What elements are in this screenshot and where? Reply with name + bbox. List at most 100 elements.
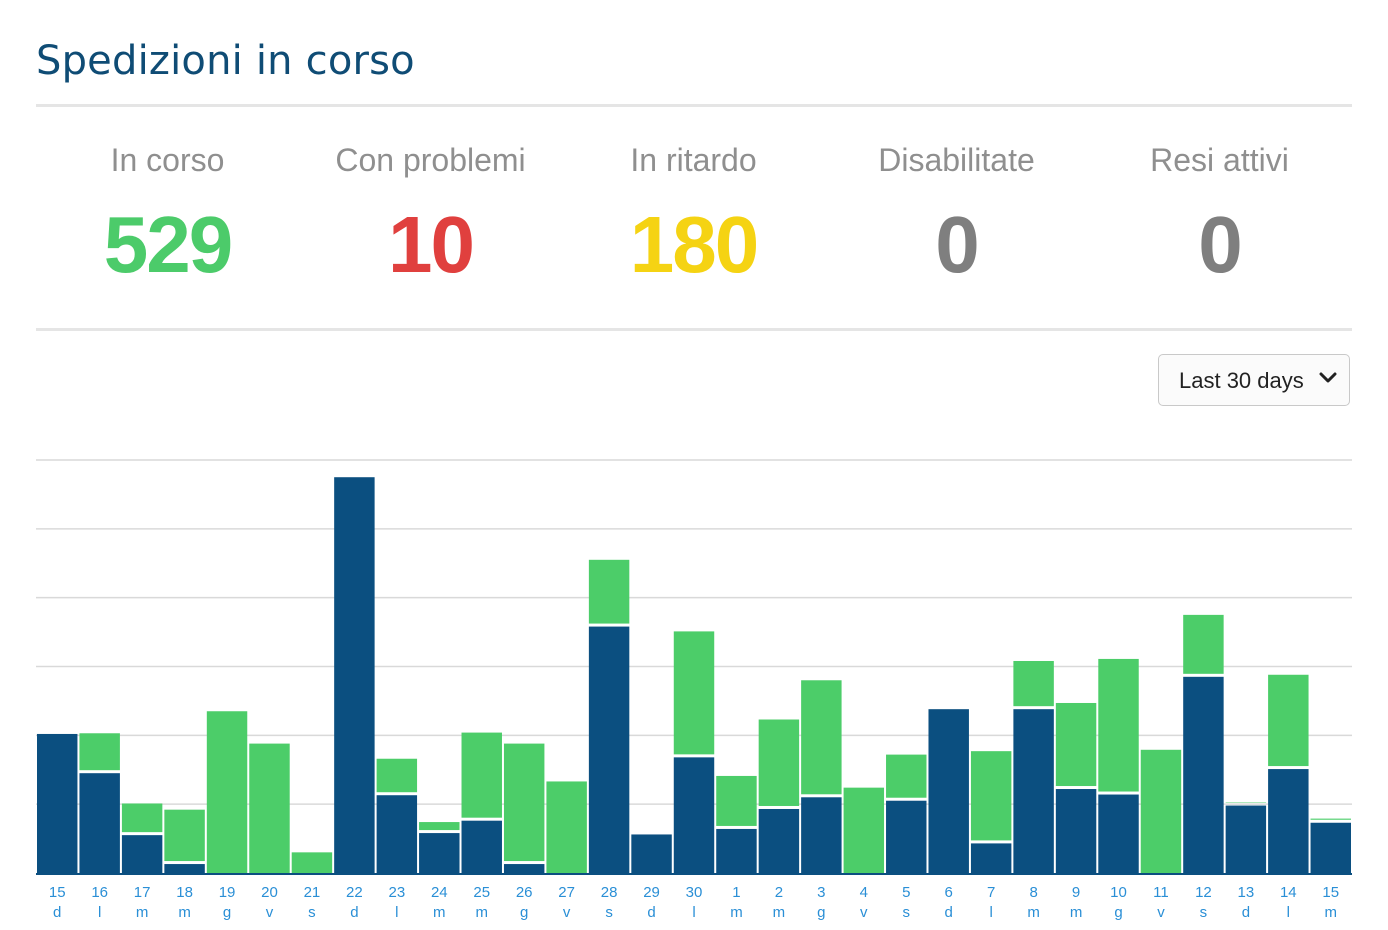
x-tick-weekday: m <box>1325 904 1338 921</box>
x-tick-weekday: l <box>692 904 695 921</box>
bar-segment-series-2 <box>121 803 163 833</box>
stats-row: In corso 529 Con problemi 10 In ritardo … <box>36 140 1352 300</box>
bar-segment-series-1 <box>631 834 672 873</box>
bar-segment-series-2 <box>79 733 120 771</box>
top-divider <box>36 104 1352 107</box>
date-range-selected: Last 30 days <box>1179 368 1304 393</box>
bar-segment-series-1 <box>121 835 163 873</box>
x-tick-weekday: l <box>98 904 101 921</box>
x-tick-weekday: m <box>136 904 149 921</box>
x-tick-weekday: d <box>647 904 655 921</box>
x-tick-date: 15 <box>1322 884 1339 901</box>
x-tick-date: 21 <box>304 884 321 901</box>
x-tick-weekday: l <box>989 904 992 921</box>
x-tick-weekday: m <box>178 904 191 921</box>
bar-segment-series-2 <box>206 711 248 873</box>
x-tick-date: 19 <box>219 884 236 901</box>
x-tick-weekday: s <box>308 904 316 921</box>
x-tick-weekday: v <box>1157 904 1165 921</box>
stat-label: In corso <box>110 142 225 178</box>
bar-segment-series-2 <box>461 732 502 818</box>
bar-segment-series-2 <box>801 680 842 795</box>
bar-segment-series-2 <box>249 743 290 873</box>
stat-in-corso: In corso 529 <box>36 140 299 290</box>
x-tick-weekday: m <box>433 904 446 921</box>
bar-segment-series-2 <box>886 754 927 798</box>
date-range-select[interactable]: Last 30 days <box>1158 354 1350 406</box>
bar-segment-series-1 <box>503 864 545 873</box>
bar-segment-series-1 <box>970 843 1012 873</box>
x-tick-date: 1 <box>732 884 740 901</box>
bar-segment-series-1 <box>758 808 800 873</box>
x-tick-weekday: s <box>1200 904 1208 921</box>
bar-segment-series-2 <box>673 631 715 755</box>
bar-segment-series-2 <box>419 822 460 831</box>
bar-segment-series-2 <box>1055 702 1097 787</box>
stat-in-ritardo: In ritardo 180 <box>562 140 825 290</box>
bar-segment-series-1 <box>1268 769 1309 873</box>
x-tick-date: 8 <box>1029 884 1037 901</box>
x-tick-date: 28 <box>601 884 618 901</box>
bar-segment-series-2 <box>758 719 800 806</box>
stat-label: Disabilitate <box>878 142 1035 178</box>
x-tick-weekday: m <box>1070 904 1083 921</box>
x-tick-date: 6 <box>945 884 953 901</box>
stat-disabilitate: Disabilitate 0 <box>825 140 1088 290</box>
x-tick-weekday: d <box>350 904 358 921</box>
stat-value: 0 <box>935 200 980 289</box>
x-tick-date: 14 <box>1280 884 1297 901</box>
shipments-bar-chart: 15d16l17m18m19g20v21s22d23l24m25m26g27v2… <box>36 459 1352 921</box>
bar-segment-series-2 <box>970 751 1012 841</box>
x-tick-date: 9 <box>1072 884 1080 901</box>
x-tick-date: 4 <box>860 884 868 901</box>
x-tick-weekday: m <box>773 904 786 921</box>
bar-segment-series-2 <box>1310 818 1351 820</box>
x-tick-date: 20 <box>261 884 278 901</box>
page-title: Spedizioni in corso <box>36 38 415 84</box>
stat-value: 10 <box>388 200 475 289</box>
x-tick-weekday: g <box>1114 904 1122 921</box>
bar-segment-series-2 <box>1140 749 1182 873</box>
bar-segment-series-2 <box>291 852 333 873</box>
stat-con-problemi: Con problemi 10 <box>299 140 562 290</box>
bar-segment-series-2 <box>503 743 545 862</box>
x-tick-date: 18 <box>176 884 193 901</box>
x-tick-date: 22 <box>346 884 363 901</box>
stat-value: 180 <box>629 200 759 289</box>
x-tick-weekday: v <box>266 904 274 921</box>
bar-segment-series-1 <box>1310 822 1351 873</box>
x-tick-date: 17 <box>134 884 151 901</box>
x-tick-date: 15 <box>49 884 66 901</box>
x-tick-weekday: d <box>1242 904 1250 921</box>
x-tick-date: 27 <box>558 884 575 901</box>
bar-segment-series-1 <box>334 477 375 873</box>
bar-segment-series-1 <box>716 828 757 873</box>
x-tick-date: 16 <box>91 884 108 901</box>
x-tick-weekday: l <box>1287 904 1290 921</box>
bar-segment-series-2 <box>843 787 885 873</box>
bar-segment-series-2 <box>1268 674 1309 767</box>
bar-segment-series-2 <box>376 758 418 793</box>
chevron-down-icon <box>1319 371 1337 389</box>
bar-segment-series-2 <box>1013 660 1054 707</box>
bar-segment-series-2 <box>1183 614 1224 674</box>
x-tick-weekday: l <box>395 904 398 921</box>
x-tick-date: 10 <box>1110 884 1127 901</box>
bar-segment-series-2 <box>588 559 630 624</box>
x-tick-date: 2 <box>775 884 783 901</box>
stat-value: 0 <box>1198 200 1243 289</box>
x-tick-date: 7 <box>987 884 995 901</box>
x-tick-date: 23 <box>388 884 405 901</box>
x-tick-weekday: v <box>563 904 571 921</box>
bar-segment-series-1 <box>928 709 969 873</box>
x-tick-date: 24 <box>431 884 448 901</box>
bar-segment-series-1 <box>588 626 630 873</box>
bar-segment-series-1 <box>37 733 78 873</box>
x-tick-date: 5 <box>902 884 910 901</box>
x-tick-date: 11 <box>1153 884 1169 901</box>
bar-segment-series-1 <box>419 833 460 873</box>
x-tick-weekday: g <box>817 904 825 921</box>
x-tick-weekday: v <box>860 904 868 921</box>
x-tick-date: 29 <box>643 884 660 901</box>
x-tick-date: 30 <box>686 884 703 901</box>
